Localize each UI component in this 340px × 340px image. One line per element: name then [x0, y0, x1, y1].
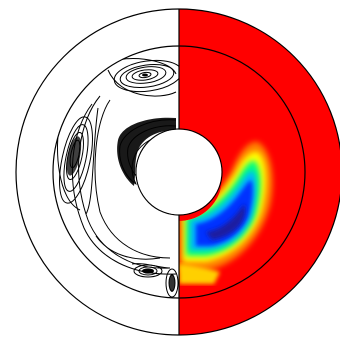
field-band-navy	[206, 204, 246, 240]
streamline-half	[16, 9, 179, 335]
vortex-top-left	[107, 58, 179, 97]
field-bottom-patch	[179, 264, 220, 284]
field-plume	[179, 141, 273, 284]
inner-cylinder-fill	[136, 129, 222, 215]
background-streamlines	[71, 95, 177, 275]
vortex-cores	[66, 73, 176, 292]
field-band-blue	[196, 180, 253, 246]
contour-half	[179, 9, 340, 335]
outer-disk-left	[16, 9, 179, 335]
